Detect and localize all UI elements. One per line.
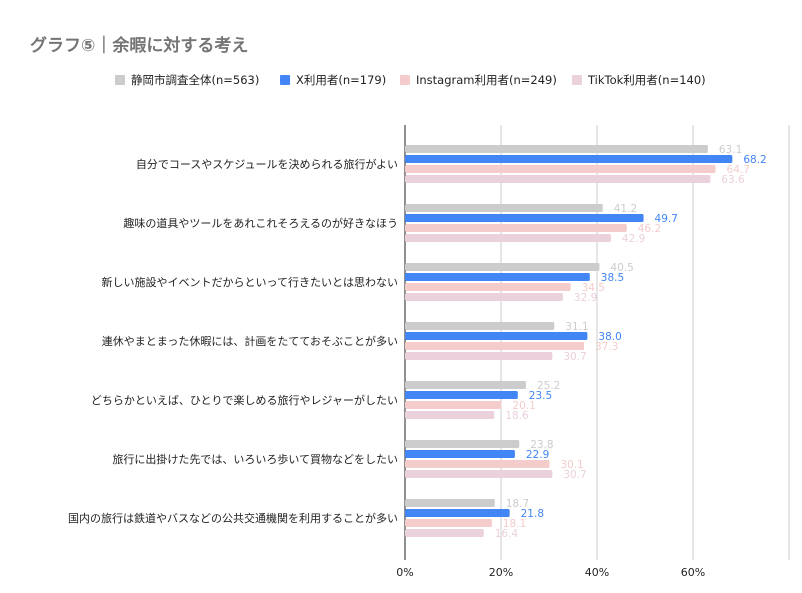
x-tick-label: 40% — [585, 566, 609, 579]
bar — [405, 214, 644, 222]
category-label: 国内の旅行は鉄道やバスなどの公共交通機関を利用することが多い — [68, 511, 398, 525]
bar — [405, 440, 520, 448]
data-label: 18.1 — [503, 518, 526, 530]
data-label: 46.2 — [638, 223, 661, 235]
bar — [405, 332, 588, 340]
bar — [405, 293, 563, 301]
bar — [405, 352, 553, 360]
legend-item-tiktok: TikTok利用者(n=140) — [572, 72, 706, 88]
x-tick-label: 60% — [681, 566, 705, 579]
bar — [405, 322, 555, 330]
data-label: 63.6 — [721, 174, 745, 186]
data-label: 32.9 — [574, 292, 597, 304]
bar — [405, 509, 510, 517]
bar — [405, 273, 590, 281]
bar — [405, 145, 708, 153]
data-label: 18.6 — [505, 410, 529, 422]
data-label: 38.5 — [601, 272, 624, 284]
data-label: 49.7 — [655, 213, 678, 225]
data-label: 41.2 — [614, 203, 637, 215]
data-label: 30.7 — [563, 351, 586, 363]
category-label: 趣味の道具やツールをあれこれそろえるのが好きなほう — [123, 216, 398, 230]
bar — [405, 391, 518, 399]
bar — [405, 204, 603, 212]
bar — [405, 175, 711, 183]
chart-title: グラフ⑤｜余暇に対する考え — [30, 36, 249, 56]
bar — [405, 411, 495, 419]
bar — [405, 283, 571, 291]
bar — [405, 460, 550, 468]
bar — [405, 529, 484, 537]
legend: 静岡市調査全体(n=563) X利用者(n=179) Instagram利用者(… — [0, 72, 802, 90]
legend-label-tiktok: TikTok利用者(n=140) — [588, 73, 706, 87]
data-label: 68.2 — [743, 154, 766, 166]
data-label: 18.7 — [506, 498, 529, 510]
legend-swatch-x — [280, 75, 290, 85]
legend-swatch-all — [115, 75, 125, 85]
data-label: 38.0 — [598, 331, 621, 343]
category-label: 自分でコースやスケジュールを決められる旅行がよい — [136, 157, 398, 171]
legend-label-x: X利用者(n=179) — [296, 73, 387, 87]
bar — [405, 470, 553, 478]
bar — [405, 155, 733, 163]
bar — [405, 519, 492, 527]
x-tick-label: 0% — [396, 566, 413, 579]
data-label: 25.2 — [537, 380, 560, 392]
legend-swatch-instagram — [400, 75, 410, 85]
category-label: どちらかといえば、ひとりで楽しめる旅行やレジャーがしたい — [91, 393, 398, 407]
legend-item-x: X利用者(n=179) — [280, 72, 386, 88]
bar — [405, 381, 526, 389]
bar — [405, 401, 502, 409]
data-label: 63.1 — [719, 144, 742, 156]
data-label: 23.8 — [530, 439, 553, 451]
data-label: 22.9 — [526, 449, 549, 461]
bar — [405, 234, 611, 242]
category-label: 旅行に出掛けた先では、いろいろ歩いて買物などをしたい — [112, 452, 398, 466]
legend-swatch-tiktok — [572, 75, 582, 85]
data-label: 64.7 — [727, 164, 750, 176]
category-label: 新しい施設やイベントだからといって行きたいとは思わない — [102, 275, 398, 289]
legend-item-instagram: Instagram利用者(n=249) — [400, 72, 557, 88]
data-label: 40.5 — [610, 262, 633, 274]
category-label: 連休やまとまった休暇には、計画をたてておそぶことが多い — [102, 334, 398, 348]
data-label: 30.7 — [563, 469, 586, 481]
data-label: 34.5 — [582, 282, 605, 294]
bar — [405, 499, 495, 507]
bar — [405, 165, 716, 173]
bar — [405, 263, 600, 271]
data-label: 20.1 — [512, 400, 535, 412]
bar — [405, 224, 627, 232]
bar — [405, 342, 585, 350]
legend-label-instagram: Instagram利用者(n=249) — [416, 73, 557, 87]
data-label: 42.9 — [622, 233, 645, 245]
bar — [405, 450, 515, 458]
data-label: 16.4 — [495, 528, 519, 540]
legend-item-all: 静岡市調査全体(n=563) — [115, 72, 259, 88]
data-label: 30.1 — [560, 459, 583, 471]
data-label: 37.3 — [595, 341, 618, 353]
x-tick-label: 20% — [489, 566, 513, 579]
data-label: 21.8 — [521, 508, 544, 520]
data-label: 31.1 — [565, 321, 588, 333]
data-label: 23.5 — [529, 390, 552, 402]
legend-label-all: 静岡市調査全体(n=563) — [131, 73, 260, 87]
